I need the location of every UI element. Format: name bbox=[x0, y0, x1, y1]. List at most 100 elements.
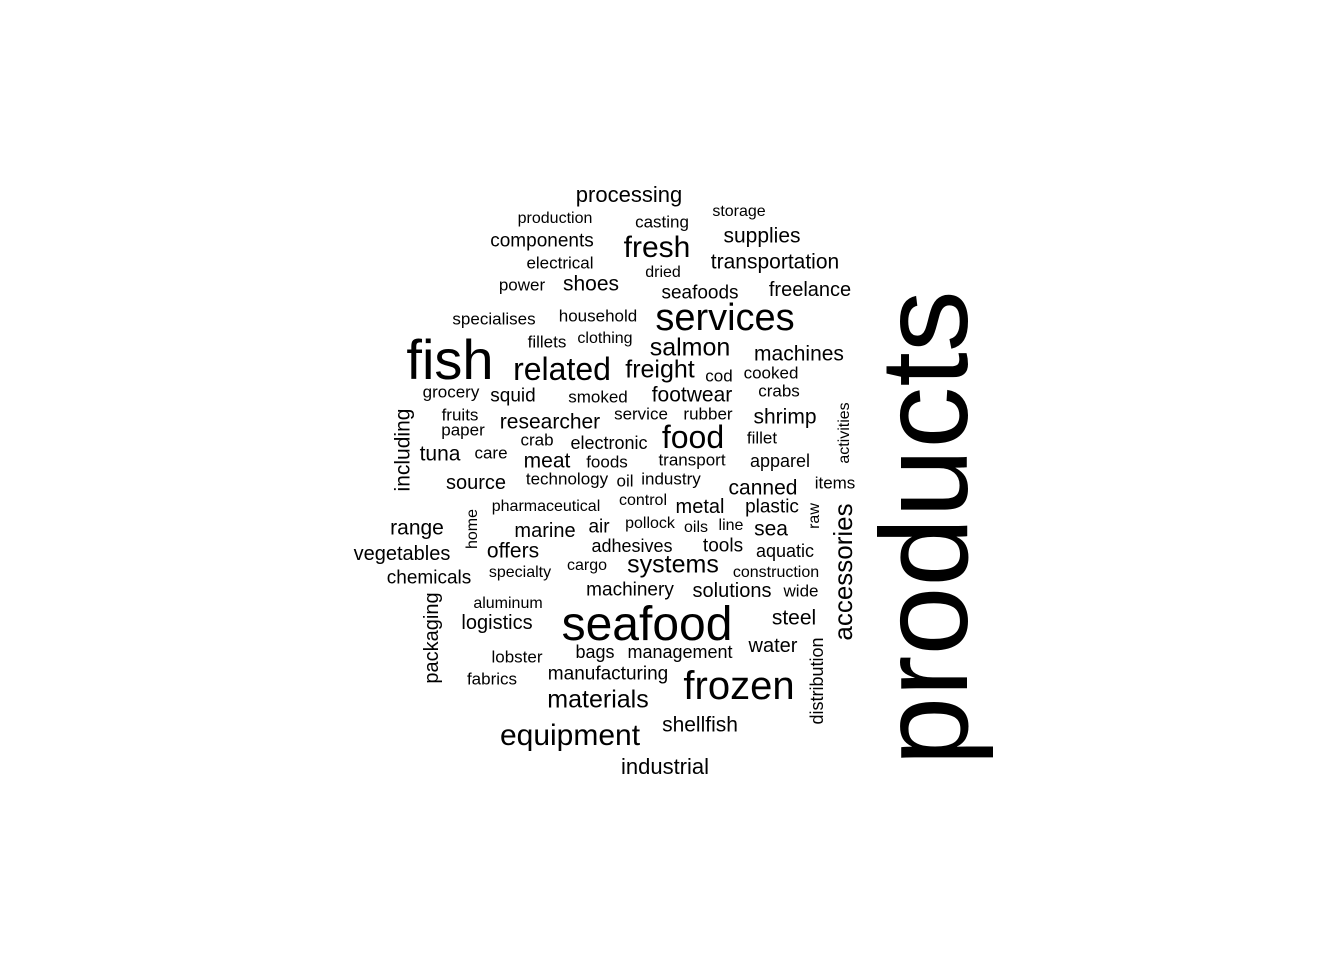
word-service: service bbox=[614, 404, 668, 424]
word-freight: freight bbox=[625, 355, 695, 384]
word-fruits: fruits bbox=[441, 405, 479, 425]
word-grocery: grocery bbox=[422, 382, 480, 402]
word-bags: bags bbox=[575, 642, 615, 662]
word-cooked: cooked bbox=[743, 363, 799, 383]
word-shoes: shoes bbox=[562, 272, 620, 296]
word-items: items bbox=[814, 473, 856, 493]
word-cargo: cargo bbox=[566, 557, 608, 574]
word-line: line bbox=[718, 517, 744, 534]
word-footwear: footwear bbox=[651, 383, 733, 407]
word-clothing: clothing bbox=[577, 330, 633, 347]
word-source: source bbox=[445, 472, 507, 494]
word-vegetables: vegetables bbox=[353, 543, 451, 565]
word-machines: machines bbox=[754, 342, 844, 366]
word-freelance: freelance bbox=[768, 279, 852, 301]
word-squid: squid bbox=[490, 385, 536, 407]
word-transportation: transportation bbox=[710, 250, 840, 274]
word-rubber: rubber bbox=[683, 404, 733, 424]
word-systems: systems bbox=[627, 550, 719, 579]
word-wide: wide bbox=[783, 581, 819, 601]
word-packaging: packaging bbox=[421, 592, 443, 684]
word-apparel: apparel bbox=[749, 451, 811, 471]
word-solutions: solutions bbox=[692, 580, 772, 602]
word-fabrics: fabrics bbox=[466, 669, 518, 689]
word-specialises: specialises bbox=[452, 309, 536, 329]
word-smoked: smoked bbox=[568, 387, 628, 407]
word-including: including bbox=[391, 408, 415, 492]
word-electrical: electrical bbox=[526, 253, 594, 273]
word-casting: casting bbox=[635, 212, 689, 232]
word-production: production bbox=[517, 210, 593, 227]
word-marine: marine bbox=[514, 520, 576, 542]
word-transport: transport bbox=[658, 450, 726, 470]
word-meat: meat bbox=[523, 449, 571, 473]
word-industrial: industrial bbox=[620, 754, 710, 779]
word-food: food bbox=[661, 419, 725, 455]
word-researcher: researcher bbox=[499, 410, 601, 434]
word-crab: crab bbox=[520, 430, 554, 450]
word-water: water bbox=[748, 635, 798, 657]
word-shellfish: shellfish bbox=[662, 713, 738, 737]
word-distribution: distribution bbox=[807, 637, 827, 725]
word-raw: raw bbox=[806, 503, 823, 529]
word-specialty: specialty bbox=[488, 564, 552, 581]
word-plastic: plastic bbox=[745, 496, 799, 518]
word-seafood: seafood bbox=[561, 598, 733, 651]
word-services: services bbox=[655, 297, 795, 339]
word-related: related bbox=[513, 351, 611, 387]
word-aquatic: aquatic bbox=[755, 541, 815, 561]
word-management: management bbox=[627, 642, 733, 662]
word-home: home bbox=[464, 508, 481, 550]
word-construction: construction bbox=[732, 564, 820, 581]
word-control: control bbox=[618, 492, 668, 509]
word-steel: steel bbox=[771, 606, 817, 630]
word-logistics: logistics bbox=[461, 612, 533, 634]
word-frozen: frozen bbox=[683, 664, 795, 708]
word-machinery: machinery bbox=[586, 579, 674, 601]
word-lobster: lobster bbox=[491, 647, 543, 667]
word-foods: foods bbox=[586, 452, 628, 472]
word-fillet: fillet bbox=[746, 428, 778, 448]
word-sea: sea bbox=[754, 517, 788, 541]
word-range: range bbox=[390, 516, 444, 540]
word-manufacturing: manufacturing bbox=[547, 663, 669, 685]
word-industry: industry bbox=[641, 469, 701, 489]
word-fresh: fresh bbox=[623, 231, 691, 264]
word-seafoods: seafoods bbox=[661, 282, 739, 304]
word-pollock: pollock bbox=[625, 515, 675, 532]
word-fish: fish bbox=[406, 328, 494, 391]
word-supplies: supplies bbox=[723, 224, 801, 248]
word-oil: oil bbox=[616, 471, 634, 491]
word-aluminum: aluminum bbox=[473, 595, 543, 612]
word-salmon: salmon bbox=[649, 333, 731, 362]
word-cod: cod bbox=[705, 366, 733, 386]
word-metal: metal bbox=[675, 496, 725, 518]
word-activities: activities bbox=[836, 402, 853, 464]
word-canned: canned bbox=[728, 476, 798, 500]
word-power: power bbox=[498, 275, 546, 295]
word-dried: dried bbox=[645, 264, 681, 281]
word-technology: technology bbox=[525, 469, 609, 489]
word-oils: oils bbox=[683, 519, 709, 536]
word-crabs: crabs bbox=[758, 381, 800, 401]
word-fillets: fillets bbox=[527, 332, 567, 352]
word-household: household bbox=[558, 306, 638, 326]
word-offers: offers bbox=[486, 539, 540, 563]
word-air: air bbox=[588, 516, 610, 538]
word-storage: storage bbox=[712, 203, 766, 220]
word-tools: tools bbox=[702, 535, 744, 557]
word-materials: materials bbox=[547, 685, 649, 714]
word-chemicals: chemicals bbox=[386, 567, 472, 589]
word-electronic: electronic bbox=[570, 433, 648, 453]
word-adhesives: adhesives bbox=[591, 536, 673, 556]
word-products: products bbox=[856, 290, 994, 766]
word-processing: processing bbox=[575, 182, 683, 207]
word-pharmaceutical: pharmaceutical bbox=[491, 498, 601, 515]
word-care: care bbox=[474, 443, 508, 463]
word-tuna: tuna bbox=[419, 442, 461, 466]
word-accessories: accessories bbox=[828, 503, 858, 641]
word-components: components bbox=[490, 230, 594, 252]
word-equipment: equipment bbox=[499, 719, 641, 752]
word-shrimp: shrimp bbox=[753, 405, 817, 429]
